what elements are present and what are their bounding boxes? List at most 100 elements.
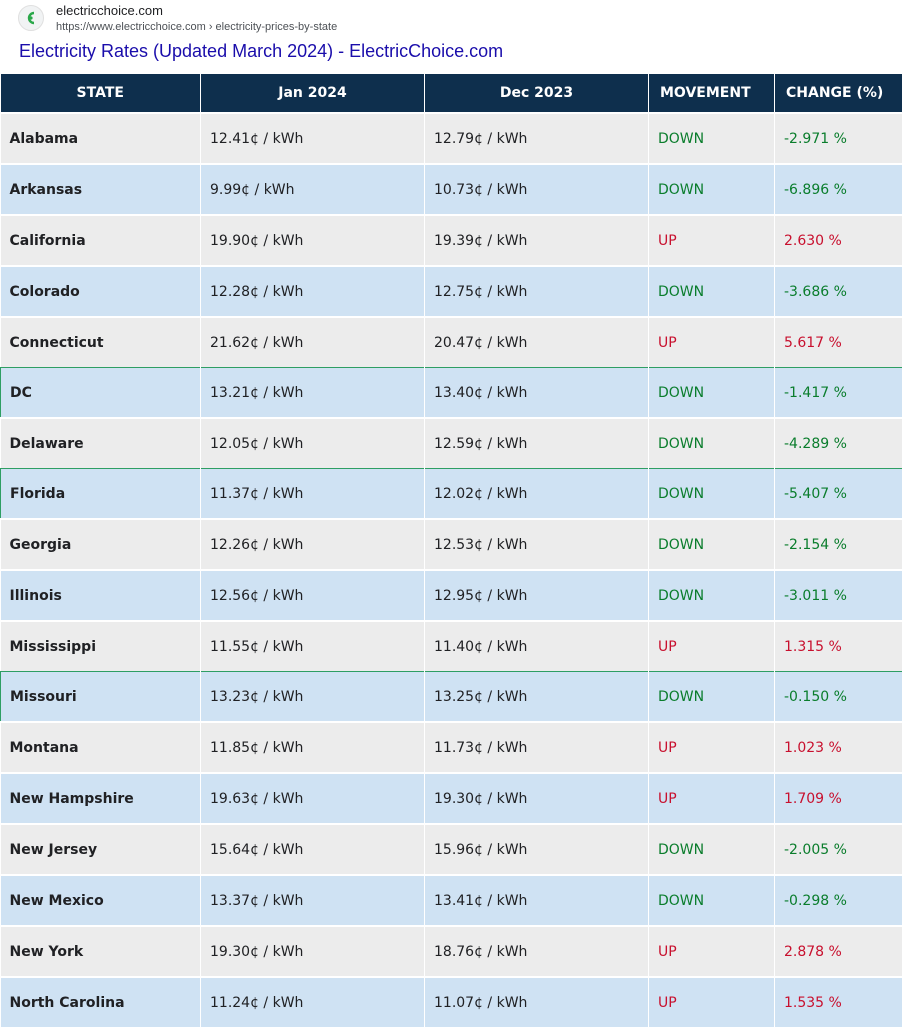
change-cell: 2.878 %	[775, 926, 902, 977]
dec-rate-cell: 18.76¢ / kWh	[425, 926, 649, 977]
movement-cell: DOWN	[649, 875, 775, 926]
state-cell: North Carolina	[1, 977, 201, 1027]
change-cell: 1.315 %	[775, 621, 902, 672]
movement-cell: UP	[649, 215, 775, 266]
jan-rate-cell: 12.41¢ / kWh	[201, 113, 425, 164]
table-row: Alabama 12.41¢ / kWh 12.79¢ / kWh DOWN -…	[1, 113, 902, 164]
jan-rate-cell: 15.64¢ / kWh	[201, 824, 425, 875]
movement-cell: UP	[649, 977, 775, 1027]
dec-rate-cell: 13.40¢ / kWh	[425, 368, 649, 419]
movement-cell: UP	[649, 317, 775, 368]
result-title-link[interactable]: Electricity Rates (Updated March 2024) -…	[19, 41, 503, 62]
movement-cell: DOWN	[649, 418, 775, 469]
state-cell: Georgia	[1, 519, 201, 570]
state-cell: California	[1, 215, 201, 266]
jan-rate-cell: 13.23¢ / kWh	[201, 672, 425, 723]
dec-rate-cell: 12.75¢ / kWh	[425, 266, 649, 317]
change-cell: 1.023 %	[775, 722, 902, 773]
movement-cell: DOWN	[649, 672, 775, 723]
site-url[interactable]: https://www.electricchoice.com › electri…	[56, 21, 337, 33]
change-cell: -4.289 %	[775, 418, 902, 469]
table-header-row: STATE Jan 2024 Dec 2023 MOVEMENT CHANGE …	[1, 74, 902, 113]
state-cell: New Hampshire	[1, 773, 201, 824]
change-cell: 1.535 %	[775, 977, 902, 1027]
dec-rate-cell: 12.79¢ / kWh	[425, 113, 649, 164]
state-cell: Connecticut	[1, 317, 201, 368]
change-cell: 2.630 %	[775, 215, 902, 266]
change-cell: -1.417 %	[775, 368, 902, 419]
change-cell: -0.298 %	[775, 875, 902, 926]
column-header-change: CHANGE (%)	[775, 74, 902, 113]
state-cell: New Jersey	[1, 824, 201, 875]
change-cell: 1.709 %	[775, 773, 902, 824]
state-cell: Florida	[1, 469, 201, 520]
jan-rate-cell: 19.63¢ / kWh	[201, 773, 425, 824]
change-cell: -2.971 %	[775, 113, 902, 164]
change-cell: -3.011 %	[775, 570, 902, 621]
change-cell: -5.407 %	[775, 469, 902, 520]
table-row: Montana 11.85¢ / kWh 11.73¢ / kWh UP 1.0…	[1, 722, 902, 773]
movement-cell: DOWN	[649, 266, 775, 317]
electricity-rates-table: STATE Jan 2024 Dec 2023 MOVEMENT CHANGE …	[0, 74, 902, 1027]
column-header-state: STATE	[1, 74, 201, 113]
state-cell: Montana	[1, 722, 201, 773]
table-row: Missouri 13.23¢ / kWh 13.25¢ / kWh DOWN …	[1, 672, 902, 723]
movement-cell: DOWN	[649, 368, 775, 419]
site-favicon[interactable]	[18, 5, 44, 31]
dec-rate-cell: 11.40¢ / kWh	[425, 621, 649, 672]
jan-rate-cell: 21.62¢ / kWh	[201, 317, 425, 368]
state-cell: Alabama	[1, 113, 201, 164]
table-row: Arkansas 9.99¢ / kWh 10.73¢ / kWh DOWN -…	[1, 164, 902, 215]
table-row: New York 19.30¢ / kWh 18.76¢ / kWh UP 2.…	[1, 926, 902, 977]
movement-cell: UP	[649, 926, 775, 977]
change-cell: -3.686 %	[775, 266, 902, 317]
state-cell: Illinois	[1, 570, 201, 621]
dec-rate-cell: 12.95¢ / kWh	[425, 570, 649, 621]
state-cell: Arkansas	[1, 164, 201, 215]
table-row: Georgia 12.26¢ / kWh 12.53¢ / kWh DOWN -…	[1, 519, 902, 570]
state-cell: DC	[1, 368, 201, 419]
movement-cell: DOWN	[649, 113, 775, 164]
state-cell: New York	[1, 926, 201, 977]
state-cell: Colorado	[1, 266, 201, 317]
movement-cell: DOWN	[649, 519, 775, 570]
jan-rate-cell: 12.56¢ / kWh	[201, 570, 425, 621]
column-header-jan-2024: Jan 2024	[201, 74, 425, 113]
dec-rate-cell: 13.25¢ / kWh	[425, 672, 649, 723]
movement-cell: DOWN	[649, 570, 775, 621]
dec-rate-cell: 12.02¢ / kWh	[425, 469, 649, 520]
jan-rate-cell: 19.90¢ / kWh	[201, 215, 425, 266]
table-row: New Mexico 13.37¢ / kWh 13.41¢ / kWh DOW…	[1, 875, 902, 926]
movement-cell: DOWN	[649, 164, 775, 215]
jan-rate-cell: 11.55¢ / kWh	[201, 621, 425, 672]
dec-rate-cell: 13.41¢ / kWh	[425, 875, 649, 926]
table-row: North Carolina 11.24¢ / kWh 11.07¢ / kWh…	[1, 977, 902, 1027]
change-cell: -0.150 %	[775, 672, 902, 723]
dec-rate-cell: 10.73¢ / kWh	[425, 164, 649, 215]
change-cell: -6.896 %	[775, 164, 902, 215]
table-row: New Hampshire 19.63¢ / kWh 19.30¢ / kWh …	[1, 773, 902, 824]
column-header-dec-2023: Dec 2023	[425, 74, 649, 113]
table-row: Delaware 12.05¢ / kWh 12.59¢ / kWh DOWN …	[1, 418, 902, 469]
table-row: Florida 11.37¢ / kWh 12.02¢ / kWh DOWN -…	[1, 469, 902, 520]
jan-rate-cell: 13.37¢ / kWh	[201, 875, 425, 926]
jan-rate-cell: 11.24¢ / kWh	[201, 977, 425, 1027]
dec-rate-cell: 20.47¢ / kWh	[425, 317, 649, 368]
dec-rate-cell: 11.73¢ / kWh	[425, 722, 649, 773]
table-row: DC 13.21¢ / kWh 13.40¢ / kWh DOWN -1.417…	[1, 368, 902, 419]
movement-cell: UP	[649, 621, 775, 672]
table-row: New Jersey 15.64¢ / kWh 15.96¢ / kWh DOW…	[1, 824, 902, 875]
movement-cell: DOWN	[649, 824, 775, 875]
site-name[interactable]: electricchoice.com	[56, 3, 163, 18]
jan-rate-cell: 11.85¢ / kWh	[201, 722, 425, 773]
jan-rate-cell: 13.21¢ / kWh	[201, 368, 425, 419]
dec-rate-cell: 19.39¢ / kWh	[425, 215, 649, 266]
plug-icon	[25, 11, 37, 25]
dec-rate-cell: 15.96¢ / kWh	[425, 824, 649, 875]
change-cell: -2.154 %	[775, 519, 902, 570]
dec-rate-cell: 11.07¢ / kWh	[425, 977, 649, 1027]
state-cell: Missouri	[1, 672, 201, 723]
column-header-movement: MOVEMENT	[649, 74, 775, 113]
table-row: Mississippi 11.55¢ / kWh 11.40¢ / kWh UP…	[1, 621, 902, 672]
movement-cell: UP	[649, 722, 775, 773]
